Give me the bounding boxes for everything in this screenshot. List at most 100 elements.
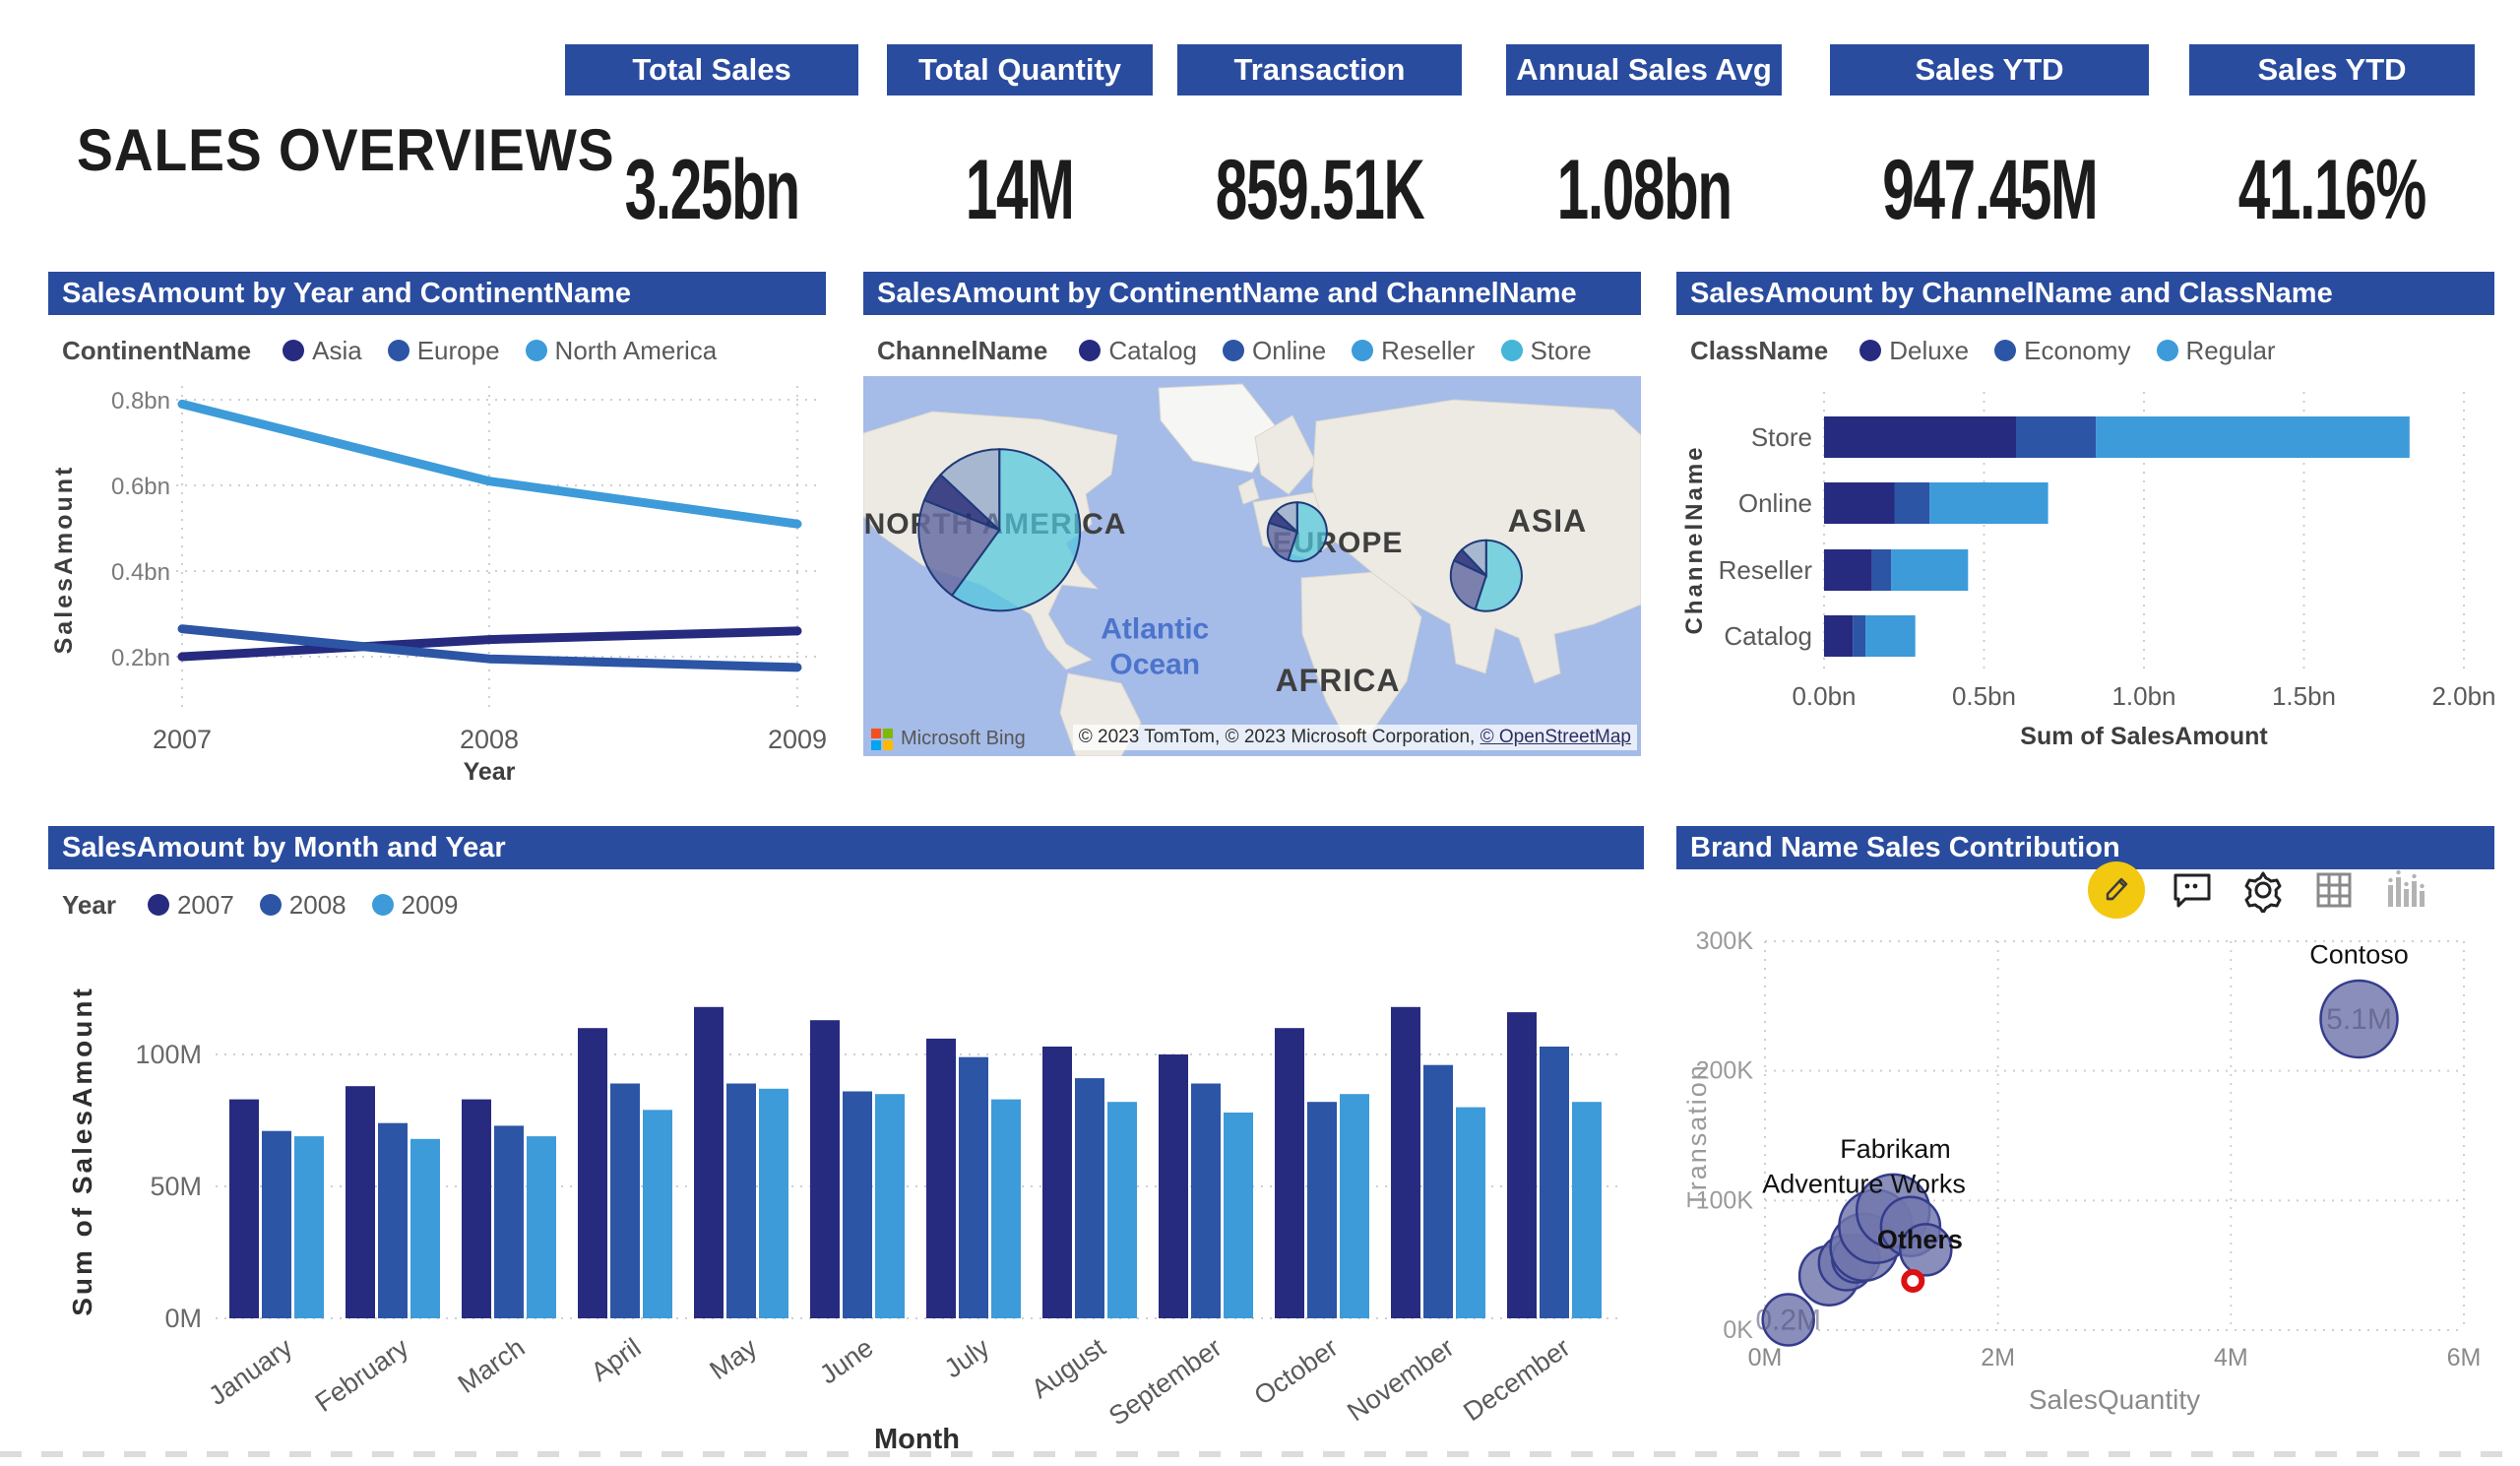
microsoft-logo-icon	[871, 728, 893, 750]
svg-text:Catalog: Catalog	[1724, 621, 1812, 651]
svg-text:ASIA: ASIA	[1508, 503, 1587, 539]
panel-line-title: SalesAmount by Year and ContinentName	[48, 272, 826, 315]
legend-dot-icon	[525, 340, 547, 361]
legend-item-Deluxe[interactable]: Deluxe	[1859, 336, 1969, 366]
svg-text:4M: 4M	[2214, 1344, 2248, 1371]
svg-text:100K: 100K	[1696, 1186, 1754, 1214]
kpi-value-sales-ytd: 947.45M	[1881, 142, 2098, 237]
panel-scatter-chart: Brand Name Sales Contribution	[1676, 826, 2494, 1427]
legend-dot-icon	[371, 894, 394, 916]
svg-text:Adventure Works: Adventure Works	[1762, 1169, 1966, 1198]
svg-text:Month: Month	[874, 1424, 960, 1455]
svg-text:Ocean: Ocean	[1109, 648, 1200, 680]
svg-text:Atlantic: Atlantic	[1101, 612, 1209, 645]
month-bar-canvas[interactable]: 0M 50M 100M January February March April May J…	[48, 924, 1644, 1466]
table-icon[interactable]	[2310, 866, 2358, 914]
legend-item-2008[interactable]: 2008	[259, 890, 346, 921]
bottom-dashed-divider	[0, 1451, 2520, 1457]
svg-text:SalesAmount: SalesAmount	[50, 465, 78, 655]
page-title: SALES OVERVIEWS	[77, 117, 615, 183]
edit-pencil-icon[interactable]	[2088, 861, 2145, 919]
svg-text:May: May	[704, 1332, 762, 1385]
panel-scatter-title: Brand Name Sales Contribution	[1676, 826, 2494, 869]
legend-dot-icon	[147, 894, 169, 916]
bing-logo: Microsoft Bing	[871, 728, 1026, 750]
settings-gear-icon[interactable]	[2239, 866, 2287, 914]
legend-item-Online[interactable]: Online	[1223, 336, 1326, 366]
svg-text:ChannelName: ChannelName	[1681, 444, 1708, 634]
svg-text:300K: 300K	[1696, 927, 1754, 955]
kpi-header-total-quantity: Total Quantity	[887, 44, 1153, 96]
kpi-header-transaction: Transaction	[1177, 44, 1462, 96]
svg-text:0M: 0M	[164, 1304, 202, 1333]
legend-item-Asia[interactable]: Asia	[283, 336, 362, 366]
map-legend: ChannelName Catalog Online Reseller Stor…	[877, 331, 1641, 370]
map-attribution: © 2023 TomTom, © 2023 Microsoft Corporat…	[1072, 725, 1637, 750]
svg-text:200K: 200K	[1696, 1057, 1754, 1085]
svg-text:March: March	[453, 1332, 531, 1399]
panel-class-bar-chart: SalesAmount by ChannelName and ClassName…	[1676, 272, 2496, 764]
legend-title: ChannelName	[877, 335, 1048, 365]
svg-text:100M: 100M	[135, 1040, 202, 1069]
legend-dot-icon	[259, 894, 282, 916]
legend-dot-icon	[1994, 340, 2017, 361]
kpi-value-total-quantity: 14M	[966, 142, 1075, 237]
kpi-header-sales-ytd: Sales YTD	[1830, 44, 2149, 96]
svg-text:Contoso: Contoso	[2309, 939, 2409, 969]
svg-text:Fabrikam: Fabrikam	[1840, 1134, 1951, 1164]
svg-text:2009: 2009	[768, 725, 826, 754]
legend-dot-icon	[283, 340, 305, 361]
panel-map-chart: SalesAmount by ContinentName and Channel…	[863, 272, 1641, 764]
svg-text:AFRICA: AFRICA	[1276, 663, 1401, 698]
kpi-header-annual-sales-avg: Annual Sales Avg	[1506, 44, 1782, 96]
legend-item-Catalog[interactable]: Catalog	[1079, 336, 1197, 366]
svg-text:Sum of SalesAmount: Sum of SalesAmount	[2020, 723, 2268, 750]
svg-text:April: April	[586, 1332, 646, 1387]
legend-dot-icon	[387, 340, 410, 361]
svg-text:September: September	[1103, 1332, 1227, 1431]
svg-text:Transation: Transation	[1682, 1063, 1712, 1208]
panel-month-bar-title: SalesAmount by Month and Year	[48, 826, 1644, 869]
legend-dot-icon	[1079, 340, 1102, 361]
map-chart-canvas[interactable]: NORTH AMERICAEUROPEASIAAFRICAAtlantic Oc…	[863, 376, 1641, 756]
visual-toolbar	[2088, 861, 2428, 919]
legend-item-Store[interactable]: Store	[1500, 336, 1592, 366]
svg-text:Others: Others	[1877, 1225, 1963, 1254]
legend-item-Economy[interactable]: Economy	[1994, 336, 2131, 366]
legend-item-Regular[interactable]: Regular	[2156, 336, 2276, 366]
svg-text:Store: Store	[1751, 422, 1812, 452]
svg-text:January: January	[204, 1332, 298, 1411]
svg-text:October: October	[1249, 1332, 1344, 1411]
kpi-value-transaction: 859.51K	[1215, 142, 1425, 237]
svg-text:February: February	[310, 1332, 414, 1418]
kpi-value-annual-sales-avg: 1.08bn	[1556, 142, 1732, 237]
svg-text:1.5bn: 1.5bn	[2272, 681, 2336, 711]
svg-text:Sum of SalesAmount: Sum of SalesAmount	[67, 986, 97, 1316]
legend-dot-icon	[1859, 340, 1882, 361]
scatter-canvas[interactable]: 0K 100K 200K 300K 0M 2M 4M 6M 5.1M 0.2M Con…	[1676, 917, 2494, 1424]
legend-title: ClassName	[1690, 335, 1829, 365]
svg-text:2007: 2007	[153, 725, 212, 754]
line-chart-canvas[interactable]: 0.2bn 0.4bn 0.6bn 0.8bn 2007 2008 2009 Year S…	[48, 372, 827, 791]
openstreetmap-link[interactable]: © OpenStreetMap	[1480, 727, 1631, 747]
line-legend: ContinentName Asia Europe North America	[62, 331, 826, 370]
svg-text:2M: 2M	[1981, 1344, 2015, 1371]
svg-text:1.0bn: 1.0bn	[2111, 681, 2175, 711]
legend-dot-icon	[1352, 340, 1374, 361]
svg-text:November: November	[1342, 1332, 1459, 1427]
svg-text:0.2M: 0.2M	[1755, 1305, 1821, 1337]
svg-text:50M: 50M	[150, 1172, 202, 1201]
legend-item-2009[interactable]: 2009	[371, 890, 458, 921]
svg-text:2.0bn: 2.0bn	[2431, 681, 2494, 711]
legend-item-2007[interactable]: 2007	[147, 890, 234, 921]
svg-text:August: August	[1026, 1332, 1110, 1404]
svg-text:2008: 2008	[460, 725, 519, 754]
legend-item-Europe[interactable]: Europe	[387, 336, 500, 366]
legend-item-North America[interactable]: North America	[525, 336, 717, 366]
panel-month-bar-chart: SalesAmount by Month and Year Year 2007 …	[48, 826, 1644, 1455]
class-bar-canvas[interactable]: 0.0bn 0.5bn 1.0bn 1.5bn 2.0bn Store Online…	[1676, 372, 2496, 771]
legend-item-Reseller[interactable]: Reseller	[1352, 336, 1476, 366]
legend-dot-icon	[2156, 340, 2178, 361]
analytics-bars-icon[interactable]	[2381, 866, 2428, 914]
comment-icon[interactable]	[2169, 866, 2216, 914]
